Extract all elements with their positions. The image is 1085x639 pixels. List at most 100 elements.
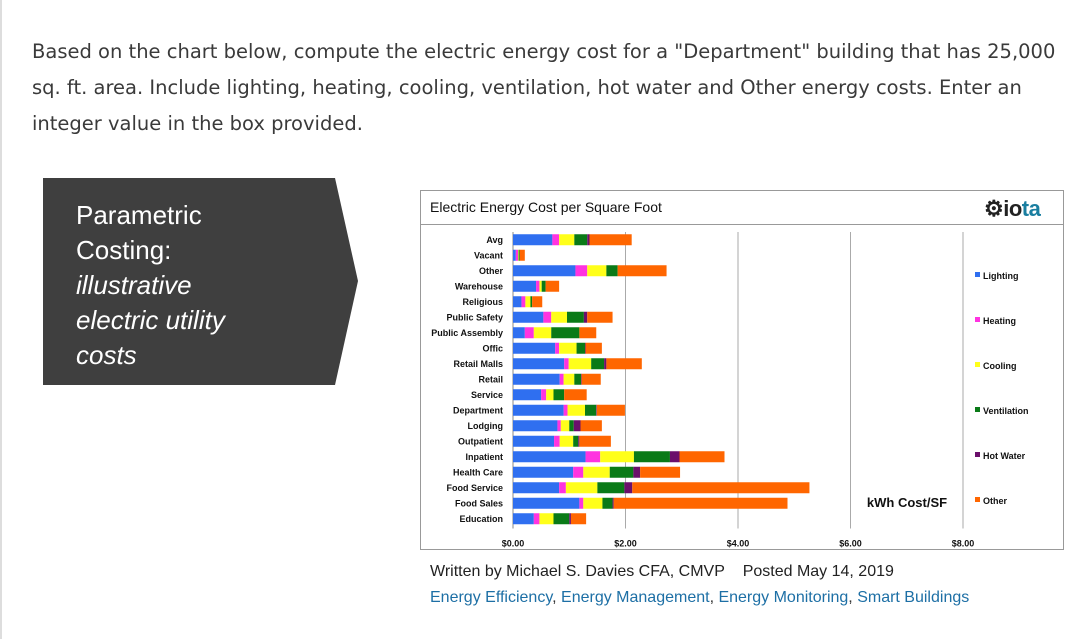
- bar-segment-heating: [533, 513, 540, 525]
- bar-segment-cooling: [559, 435, 574, 447]
- bar-segment-hot-water: [633, 466, 641, 478]
- bar-segment-other: [596, 404, 625, 416]
- bar-segment-heating: [515, 249, 519, 261]
- bar-segment-heating: [579, 497, 584, 509]
- bar-segment-lighting: [513, 373, 560, 385]
- category-label: Warehouse: [455, 281, 503, 291]
- legend-swatch: [975, 452, 980, 457]
- legend-label: Heating: [983, 316, 1016, 326]
- bar-segment-cooling: [563, 373, 575, 385]
- bar-segment-other: [519, 249, 525, 261]
- bar-segment-hot-water: [612, 497, 614, 509]
- bar-segment-cooling: [565, 482, 598, 494]
- legend-label: Hot Water: [983, 451, 1026, 461]
- bar-segment-heating: [554, 435, 560, 447]
- bar-segment-cooling: [567, 404, 585, 416]
- bar-segment-hot-water: [587, 234, 590, 246]
- bar-segment-other: [564, 389, 587, 401]
- tag-link[interactable]: Smart Buildings: [857, 589, 970, 606]
- page-border: [0, 0, 2, 639]
- bar-segment-cooling: [587, 265, 607, 277]
- bar-segment-other: [532, 296, 543, 308]
- bar-segment-lighting: [513, 311, 544, 323]
- legend-swatch: [975, 497, 980, 502]
- category-label: Offic: [482, 343, 503, 353]
- bar-segment-lighting: [513, 420, 558, 432]
- bar-segment-heating: [559, 482, 566, 494]
- bar-segment-lighting: [513, 327, 525, 339]
- category-label: Public Safety: [446, 312, 503, 322]
- bar-segment-ventilation: [541, 280, 546, 292]
- legend-swatch: [975, 317, 980, 322]
- category-label: Health Care: [453, 467, 503, 477]
- bar-segment-other: [579, 327, 597, 339]
- category-label: Inpatient: [466, 452, 504, 462]
- bar-segment-heating: [524, 327, 534, 339]
- chart-frame: [420, 190, 1064, 550]
- bar-segment-hot-water: [581, 373, 582, 385]
- bar-segment-other: [587, 311, 613, 323]
- bar-segment-ventilation: [573, 435, 579, 447]
- bar-segment-heating: [536, 280, 540, 292]
- bar-segment-cooling: [583, 497, 603, 509]
- bar-segment-lighting: [513, 249, 516, 261]
- author: Written by Michael S. Davies CFA, CMVP: [430, 563, 725, 580]
- question-text: Based on the chart below, compute the el…: [32, 40, 1056, 135]
- category-label: Department: [453, 405, 503, 415]
- category-label: Food Sales: [455, 498, 503, 508]
- bar-segment-heating: [575, 265, 588, 277]
- bar-segment-other: [585, 342, 602, 354]
- legend-label: Cooling: [983, 361, 1017, 371]
- bar-segment-cooling: [600, 451, 634, 463]
- bar-segment-heating: [563, 404, 568, 416]
- callout-line: Parametric: [76, 200, 202, 230]
- bar-segment-cooling: [551, 311, 567, 323]
- bar-segment-other: [589, 234, 632, 246]
- bar-segment-hot-water: [569, 513, 571, 525]
- bar-segment-heating: [555, 342, 560, 354]
- bar-segment-heating: [585, 451, 601, 463]
- bar-segment-lighting: [513, 280, 537, 292]
- bar-segment-ventilation: [553, 389, 565, 401]
- bar-segment-heating: [521, 296, 526, 308]
- tag-link[interactable]: Energy Efficiency: [430, 589, 553, 606]
- bar-segment-lighting: [513, 404, 564, 416]
- legend-label: Lighting: [983, 271, 1019, 281]
- bar-segment-other: [617, 265, 667, 277]
- bar-segment-lighting: [513, 497, 580, 509]
- bar-segment-other: [579, 435, 611, 447]
- bar-segment-heating: [557, 420, 561, 432]
- bar-segment-cooling: [559, 342, 577, 354]
- callout-line: Costing:: [76, 235, 172, 265]
- bar-segment-other: [679, 451, 725, 463]
- legend-swatch: [975, 407, 980, 412]
- bar-segment-ventilation: [633, 451, 670, 463]
- bar-segment-lighting: [513, 466, 574, 478]
- legend-swatch: [975, 272, 980, 277]
- x-tick-label: $8.00: [952, 539, 975, 549]
- bar-segment-cooling: [559, 234, 575, 246]
- bar-segment-lighting: [513, 435, 555, 447]
- category-label: Vacant: [474, 250, 503, 260]
- bar-segment-other: [545, 280, 560, 292]
- legend-swatch: [975, 362, 980, 367]
- bar-segment-other: [581, 373, 601, 385]
- callout-line: electric utility: [76, 305, 225, 335]
- bar-segment-cooling: [539, 513, 554, 525]
- bar-segment-lighting: [513, 451, 586, 463]
- category-label: Service: [471, 390, 503, 400]
- x-tick-label: $2.00: [614, 539, 637, 549]
- category-label: Retail: [478, 374, 503, 384]
- callout-box: Parametric Costing: illustrative electri…: [43, 178, 358, 385]
- chart-title: Electric Energy Cost per Square Foot: [430, 199, 662, 215]
- bar-segment-ventilation: [602, 497, 613, 509]
- bar-segment-other: [580, 420, 602, 432]
- bar-segment-ventilation: [567, 311, 584, 323]
- category-label: Public Assembly: [431, 328, 503, 338]
- bar-segment-other: [570, 513, 587, 525]
- x-tick-label: $6.00: [839, 539, 862, 549]
- bar-segment-ventilation: [574, 373, 582, 385]
- tag-link[interactable]: Energy Monitoring: [718, 589, 849, 606]
- tag-link[interactable]: Energy Management: [561, 589, 710, 606]
